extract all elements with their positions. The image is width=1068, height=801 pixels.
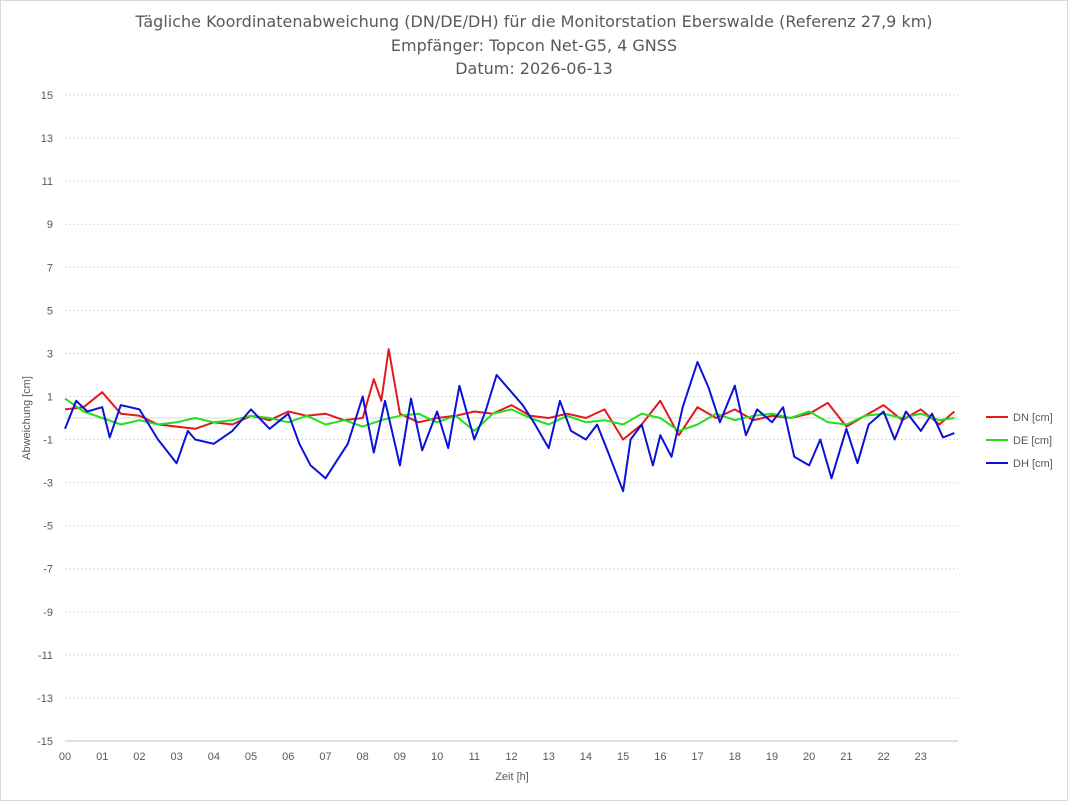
y-tick-label: -13	[37, 693, 53, 705]
x-tick-label: 08	[357, 751, 369, 763]
series-line-de	[64, 397, 955, 432]
x-tick-label: 10	[431, 751, 443, 763]
y-tick-label: -3	[43, 478, 53, 490]
chart-subtitle-receiver: Empfänger: Topcon Net-G5, 4 GNSS	[390, 36, 678, 55]
y-tick-label: 5	[47, 305, 53, 317]
y-tick-label: 11	[42, 176, 53, 188]
y-tick-label: 7	[47, 262, 53, 274]
x-tick-label: 19	[766, 751, 778, 763]
grid	[65, 94, 958, 742]
x-tick-label: 07	[319, 751, 331, 763]
chart-title: Tägliche Koordinatenabweichung (DN/DE/DH…	[135, 12, 933, 31]
legend-label-dh: DH [cm]	[1013, 458, 1053, 470]
series-line-dn	[64, 348, 955, 441]
chart-subtitle-date: Datum: 2026-06-13	[455, 59, 613, 78]
y-tick-label: -11	[38, 650, 53, 662]
axes: 15 13 11 9 7 5 3 1 -1 -3 -5 -7 -9 -11 -13 -15 00 01 02 03 04…	[37, 90, 958, 763]
x-tick-label: 22	[877, 751, 889, 763]
y-tick-label: 15	[41, 90, 53, 102]
y-tick-label: 13	[41, 133, 53, 145]
x-tick-label: 23	[915, 751, 927, 763]
y-tick-label: 9	[47, 219, 53, 231]
x-tick-label: 00	[59, 751, 71, 763]
y-tick-label: 1	[47, 391, 53, 403]
x-tick-label: 05	[245, 751, 257, 763]
x-tick-label: 13	[543, 751, 555, 763]
series-layer	[64, 348, 955, 493]
y-tick-label: -9	[43, 607, 53, 619]
x-tick-label: 04	[208, 751, 220, 763]
x-tick-label: 03	[171, 751, 183, 763]
x-tick-label: 11	[469, 751, 480, 763]
x-tick-label: 02	[133, 751, 145, 763]
x-axis-label: Zeit [h]	[495, 771, 529, 783]
x-tick-label: 16	[654, 751, 666, 763]
y-tick-label: 3	[47, 348, 53, 360]
y-tick-label: -7	[43, 564, 53, 576]
series-line-dh	[64, 361, 955, 493]
y-tick-label: -15	[37, 736, 53, 748]
x-tick-label: 06	[282, 751, 294, 763]
legend-label-de: DE [cm]	[1013, 435, 1052, 447]
x-tick-label: 12	[505, 751, 517, 763]
y-axis-label: Abweichung [cm]	[21, 376, 33, 460]
x-tick-label: 15	[617, 751, 629, 763]
legend-label-dn: DN [cm]	[1013, 412, 1053, 424]
x-tick-label: 17	[691, 751, 703, 763]
x-tick-label: 14	[580, 751, 592, 763]
y-tick-label: -1	[43, 435, 53, 447]
x-tick-label: 01	[96, 751, 108, 763]
legend: DN [cm] DE [cm] DH [cm]	[986, 412, 1053, 470]
y-tick-label: -5	[43, 521, 53, 533]
x-tick-label: 18	[729, 751, 741, 763]
x-tick-label: 09	[394, 751, 406, 763]
x-tick-label: 21	[840, 751, 852, 763]
x-tick-label: 20	[803, 751, 815, 763]
